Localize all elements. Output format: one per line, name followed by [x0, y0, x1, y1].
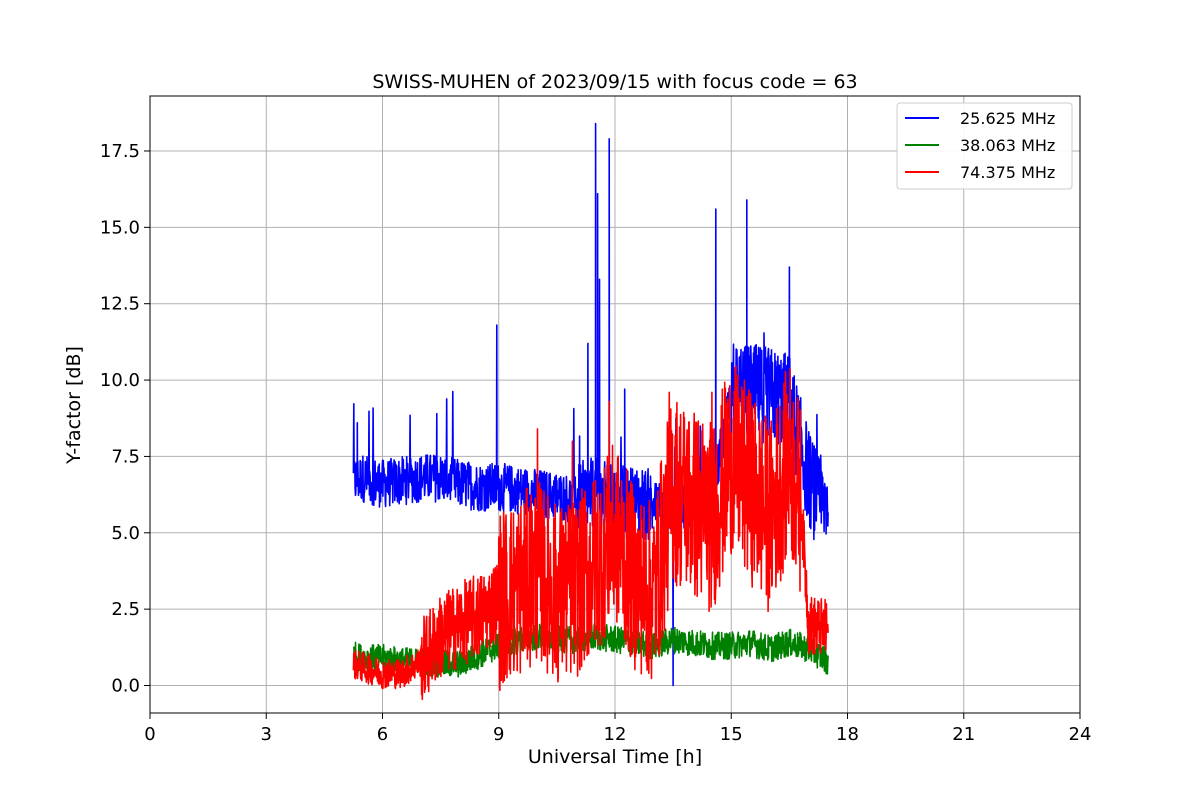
legend-entry-label: 25.625 MHz — [960, 109, 1055, 128]
y-tick-label: 7.5 — [111, 446, 140, 467]
y-tick-label: 10.0 — [100, 370, 140, 391]
y-axis: 0.0 2.5 5.0 7.5 10.0 12.5 15.0 17.5 — [100, 141, 150, 697]
y-tick-label: 0.0 — [111, 676, 140, 697]
x-tick-label: 9 — [493, 724, 504, 745]
y-tick-label: 12.5 — [100, 294, 140, 315]
legend-entry-label: 74.375 MHz — [960, 163, 1055, 182]
x-tick-label: 6 — [377, 724, 388, 745]
y-tick-label: 5.0 — [111, 523, 140, 544]
plot-area — [352, 122, 829, 701]
x-tick-label: 21 — [952, 724, 975, 745]
x-tick-label: 3 — [261, 724, 272, 745]
x-tick-label: 15 — [720, 724, 743, 745]
y-tick-label: 17.5 — [100, 141, 140, 162]
y-tick-label: 2.5 — [111, 599, 140, 620]
x-axis: 0 3 6 9 12 15 18 21 24 — [144, 713, 1091, 745]
legend: 25.625 MHz 38.063 MHz 74.375 MHz — [896, 102, 1073, 190]
series-line — [352, 365, 829, 701]
chart-title: SWISS-MUHEN of 2023/09/15 with focus cod… — [372, 71, 857, 93]
x-axis-label: Universal Time [h] — [528, 746, 702, 768]
legend-entry-label: 38.063 MHz — [960, 136, 1055, 155]
x-tick-label: 0 — [144, 724, 155, 745]
x-tick-label: 12 — [604, 724, 627, 745]
y-axis-label: Y-factor [dB] — [63, 346, 85, 465]
legend-box — [896, 102, 1073, 190]
x-tick-label: 18 — [836, 724, 859, 745]
x-tick-label: 24 — [1069, 724, 1092, 745]
y-tick-label: 15.0 — [100, 217, 140, 238]
